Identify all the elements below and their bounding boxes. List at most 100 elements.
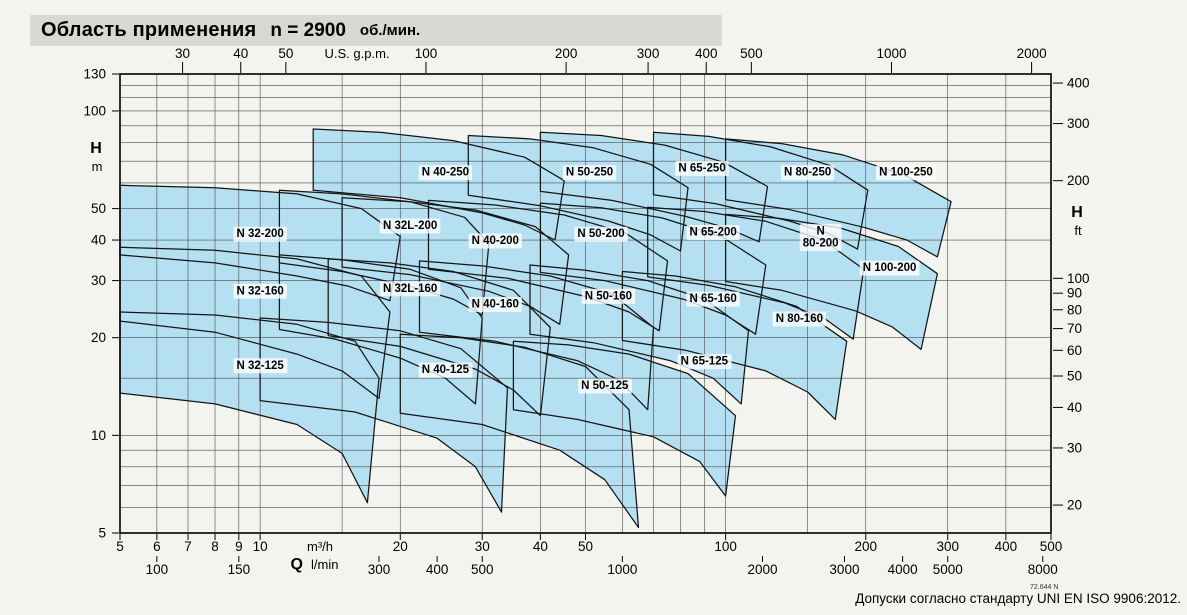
y-axis-ft-label: 300 [1067, 116, 1090, 131]
x-axis-m3h-label: 7 [184, 539, 192, 554]
x-axis-m3h-label: 50 [578, 539, 593, 554]
pump-region-outline-n-50-200 [427, 199, 669, 332]
x-axis-m3h-label: 9 [235, 539, 243, 554]
pump-region-label-n-40-125: N 40-125 [418, 362, 473, 378]
x-axis-gpm-label: 50 [278, 46, 293, 61]
pump-region-outline-n-80-200 [647, 206, 865, 340]
x-axis-m3h-label: 400 [995, 539, 1018, 554]
x-axis-m3h-label: 300 [936, 539, 959, 554]
x-axis-unit-m3h: m³/h [307, 539, 333, 554]
y-axis-m-label: 100 [83, 103, 106, 118]
x-axis-gpm-label: 500 [740, 46, 763, 61]
pump-region-label-text: N 40-125 [422, 364, 470, 376]
pump-region-label-text: N 65-250 [678, 162, 725, 174]
x-axis-m3h-label: 5 [116, 539, 124, 554]
speed-unit: об./мин. [359, 22, 421, 39]
pump-region-label-n-40-160: N 40-160 [468, 297, 522, 312]
y-axis-ft-label: 50 [1067, 368, 1082, 383]
pump-region-label-n-65-250: N 65-250 [675, 160, 729, 176]
y-axis-ft-label: 20 [1067, 498, 1082, 513]
y-axis-unit-m: m [92, 159, 103, 174]
pump-region-n-80-160 [622, 271, 847, 420]
page-title: Область применения [41, 19, 257, 41]
pump-region-label-bg [578, 378, 633, 394]
region-fills [120, 129, 952, 528]
pump-region-label-n-40-250: N 40-250 [418, 165, 473, 181]
x-axis-m3h-label: 40 [533, 539, 548, 554]
pump-region-label-n-50-200: N 50-200 [574, 226, 628, 242]
x-axis-lmin-label: 3000 [829, 562, 859, 577]
x-axis-m3h-label: 8 [211, 539, 219, 554]
pump-region-label-n-32l-160: N 32L-160 [379, 281, 441, 297]
pump-region-label-bg [859, 260, 920, 276]
pump-region-label-n-50-125: N 50-125 [578, 378, 633, 394]
speed-value: n = 2900 [270, 19, 346, 41]
pump-region-label-n-100-250: N 100-250 [876, 165, 936, 181]
document-code: 72.644 N [1030, 584, 1059, 591]
pump-region-label-bg [562, 165, 617, 181]
pump-region-outline-n-40-250 [312, 128, 565, 241]
pump-region-label-bg [233, 226, 287, 242]
y-axis-m-label: 50 [91, 201, 106, 216]
y-axis-ft-label: 100 [1067, 271, 1090, 286]
pump-region-label-n-80-250: N 80-250 [780, 165, 835, 181]
y-axis-ft-label: 80 [1067, 302, 1082, 317]
y-axis-m-label: 40 [91, 233, 106, 248]
tolerance-note: Допуски согласно стандарту UNI EN ISO 99… [855, 591, 1181, 606]
pump-region-outline-n-65-250 [539, 131, 769, 243]
pump-region-n-100-200 [725, 214, 938, 350]
pump-region-label-n-65-200: N 65-200 [686, 225, 740, 240]
pump-region-outline-n-50-160 [418, 260, 655, 411]
pump-region-outline-n-100-250 [724, 138, 952, 258]
pump-region-outline-n-40-125 [259, 317, 509, 513]
y-axis-name-right: H [1071, 204, 1083, 221]
pump-region-outline-n-80-160 [621, 270, 848, 421]
pump-region-label-text: N 50-125 [581, 380, 629, 392]
pump-region-label-text: N 32L-200 [383, 220, 437, 232]
x-axis-lmin-label: 2000 [747, 562, 777, 577]
x-axis-lmin-label: 8000 [1028, 562, 1058, 577]
pump-region-label-text: N 80-160 [776, 313, 823, 325]
x-axis-lmin-label: 300 [368, 562, 391, 577]
pump-region-label-text: N 100-250 [879, 167, 933, 179]
pump-region-label-bg [379, 218, 441, 234]
pump-region-outline-n-32-200 [119, 184, 401, 302]
y-axis-m-label: 20 [91, 330, 106, 345]
plot-border [119, 73, 1052, 534]
pump-region-label-text: N 65-160 [689, 293, 736, 305]
pump-region-label-bg [686, 225, 740, 240]
pump-region-outline-n-32l-200 [278, 189, 490, 316]
pump-region-label-text: N 50-160 [585, 290, 632, 302]
pump-region-label-text: N 32-125 [236, 360, 284, 372]
axes: 5 6 7 8 9 10 20 30 40 50 100 200 300 400 500 m³/h Q l/min… [83, 46, 1089, 577]
pump-region-outline-n-80-250 [652, 131, 869, 250]
pump-region-label-text: N 32L-160 [383, 283, 437, 295]
y-axis-ft-label: 90 [1067, 286, 1082, 301]
pump-region-outline-n-50-250 [467, 134, 689, 252]
x-axis-gpm-label: 400 [695, 46, 718, 61]
x-axis-m3h-label: 30 [475, 539, 490, 554]
x-axis-lmin-label: 500 [471, 562, 494, 577]
x-axis-gpm-label: 100 [415, 46, 438, 61]
pump-region-label-bg [581, 288, 636, 304]
x-axis-gpm-label: 200 [555, 46, 578, 61]
x-axis-name: Q [291, 556, 303, 573]
pump-region-label-text: N 40-200 [472, 235, 519, 247]
x-axis-m3h-label: 6 [153, 539, 161, 554]
pump-region-label-n-50-250: N 50-250 [562, 165, 617, 181]
pump-region-label-text: N 65-200 [689, 227, 736, 239]
y-axis-ft-label: 30 [1067, 440, 1082, 455]
x-axis-m3h-label: 500 [1040, 539, 1063, 554]
pump-region-label-n-32-160: N 32-160 [233, 283, 287, 299]
x-axis-gpm-label: 1000 [876, 46, 906, 61]
pump-region-label-bg [799, 224, 842, 252]
pump-region-label-bg [379, 281, 441, 297]
y-axis-ft-label: 40 [1067, 400, 1082, 415]
pump-region-label-n-40-200: N 40-200 [468, 233, 522, 249]
x-axis-gpm-label: 30 [175, 46, 190, 61]
pump-region-label-n-100-200: N 100-200 [859, 260, 920, 276]
x-axis-lmin-label: 1000 [607, 562, 637, 577]
x-axis-lmin-label: 100 [146, 562, 169, 577]
pump-region-label-text: N 65-125 [681, 356, 729, 368]
